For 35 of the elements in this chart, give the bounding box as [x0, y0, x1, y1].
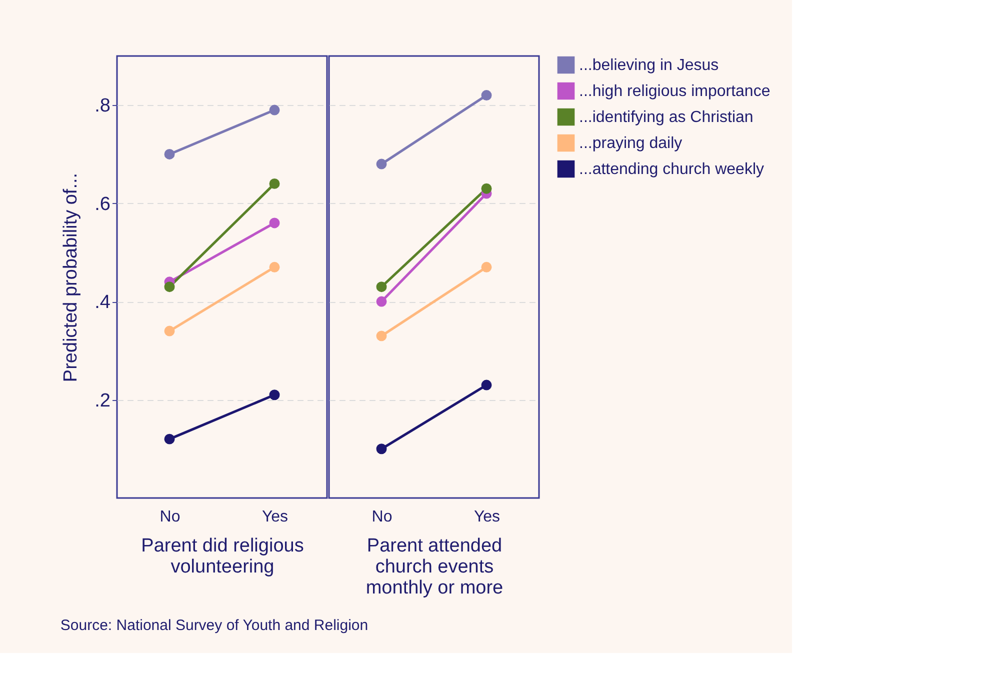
point	[269, 178, 280, 189]
y-tick-label: .8	[94, 96, 110, 117]
x-tick-label: No	[372, 508, 392, 526]
x-axis-title: Parent attended church events monthly or more	[366, 536, 504, 598]
x-axis-title: Parent did religious volunteering	[141, 536, 304, 578]
point	[269, 390, 280, 400]
point	[164, 282, 175, 292]
y-axis-title: Predicted probability of...	[60, 172, 82, 382]
x-tick-label: No	[160, 508, 180, 526]
legend-label: ...high religious importance	[579, 83, 770, 100]
point	[481, 262, 492, 272]
point	[376, 296, 387, 307]
legend-label: ...attending church weekly	[579, 161, 764, 178]
point	[481, 90, 492, 101]
point	[481, 183, 492, 194]
y-tick-label: .6	[94, 194, 110, 215]
y-tick-label: .2	[94, 390, 110, 412]
x-tick-label: Yes	[262, 508, 288, 526]
point	[269, 218, 280, 228]
point	[164, 434, 175, 444]
point	[376, 282, 387, 292]
legend-label: ...praying daily	[579, 135, 682, 152]
x-tick-label: Yes	[474, 508, 500, 526]
point	[481, 380, 492, 390]
point	[376, 330, 387, 342]
point	[269, 104, 280, 116]
y-tick-label: .4	[94, 292, 111, 314]
legend-label: ...identifying as Christian	[579, 109, 754, 126]
point	[164, 326, 175, 336]
point	[376, 444, 387, 454]
source-note: Source: National Survey of Youth and Religion	[60, 616, 368, 634]
point	[269, 262, 280, 272]
point	[164, 148, 175, 160]
point	[376, 158, 387, 170]
legend-label: ...believing in Jesus	[579, 57, 719, 74]
